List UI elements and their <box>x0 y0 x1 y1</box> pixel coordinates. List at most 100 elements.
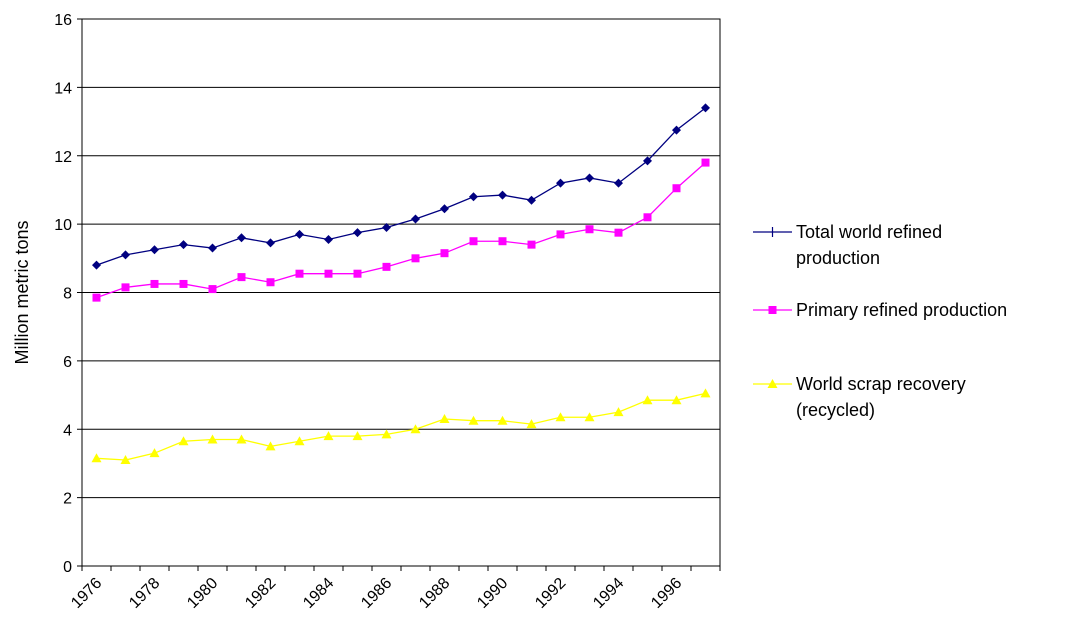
data-point <box>149 448 160 458</box>
gridlines <box>82 86 720 499</box>
data-point <box>150 279 159 288</box>
data-point <box>324 269 333 278</box>
data-point <box>643 156 652 166</box>
data-point <box>150 245 159 255</box>
data-point <box>613 407 624 417</box>
data-point <box>237 233 246 243</box>
data-point <box>121 283 130 292</box>
legend-label: production <box>796 248 880 268</box>
x-tick-label: 1994 <box>590 575 627 612</box>
data-point <box>498 237 507 246</box>
x-tick-label: 1976 <box>68 575 105 612</box>
data-point <box>469 237 478 246</box>
x-tick-label: 1992 <box>532 575 569 612</box>
y-tick-label: 2 <box>63 491 72 508</box>
data-point <box>353 228 362 238</box>
y-tick-label: 10 <box>54 217 72 234</box>
data-point <box>439 413 450 423</box>
data-point <box>440 204 449 214</box>
x-tick-label: 1988 <box>416 575 453 612</box>
data-point <box>237 273 246 282</box>
data-point <box>266 278 275 287</box>
data-point <box>440 249 449 258</box>
legend-marker <box>767 379 778 388</box>
data-point <box>179 279 188 288</box>
data-point <box>671 395 682 405</box>
legend-entry-3: World scrap recovery (recycled) <box>753 374 966 420</box>
x-tick-label: 1978 <box>126 575 163 612</box>
data-point <box>208 243 217 253</box>
data-point <box>236 434 247 444</box>
data-point <box>92 293 101 302</box>
data-point <box>178 436 189 446</box>
data-point <box>352 431 363 441</box>
series-group <box>91 103 711 465</box>
series-line <box>96 107 706 266</box>
data-point <box>121 250 130 260</box>
data-point <box>469 192 478 202</box>
data-point <box>701 158 710 167</box>
data-point <box>294 436 305 446</box>
data-point <box>585 173 594 183</box>
data-point <box>120 455 131 465</box>
data-point <box>701 103 710 113</box>
legend-label: Primary refined production <box>796 300 1007 320</box>
data-point <box>585 225 594 234</box>
y-axis: 0 2 4 6 8 10 12 14 16 <box>54 12 82 576</box>
data-point <box>555 412 566 422</box>
legend-label: World scrap recovery <box>796 374 966 394</box>
data-point <box>527 240 536 249</box>
series-1 <box>92 103 710 270</box>
data-point <box>295 229 304 239</box>
y-tick-label: 6 <box>63 354 72 371</box>
y-tick-label: 4 <box>63 422 72 439</box>
legend-entry-2: Primary refined production <box>753 300 1007 320</box>
legend: Total world refined production Primary ref… <box>753 222 1007 420</box>
x-tick-label: 1982 <box>242 575 279 612</box>
data-point <box>584 412 595 422</box>
x-tick-label: 1996 <box>648 575 685 612</box>
data-point <box>323 431 334 441</box>
data-point <box>179 240 188 250</box>
y-tick-label: 0 <box>63 559 72 576</box>
y-tick-label: 12 <box>54 149 72 166</box>
data-point <box>295 269 304 278</box>
y-tick-label: 8 <box>63 286 72 303</box>
data-point <box>208 285 217 294</box>
legend-marker <box>768 306 777 314</box>
data-point <box>556 230 565 239</box>
data-point <box>382 262 391 271</box>
data-point <box>643 213 652 222</box>
x-tick-label: 1986 <box>358 575 395 612</box>
data-point <box>411 254 420 263</box>
data-point <box>92 260 101 270</box>
data-point <box>642 395 653 405</box>
series-line <box>96 392 706 461</box>
data-point <box>614 178 623 188</box>
data-point <box>672 184 681 193</box>
legend-label: (recycled) <box>796 400 875 420</box>
data-point <box>498 190 507 200</box>
data-point <box>497 415 508 425</box>
data-point <box>556 178 565 188</box>
data-point <box>382 223 391 233</box>
data-point <box>381 429 392 439</box>
data-point <box>411 214 420 224</box>
y-axis-title: Million metric tons <box>12 220 32 364</box>
x-tick-label: 1990 <box>474 575 511 612</box>
series-2 <box>92 158 710 302</box>
legend-label: Total world refined <box>796 222 942 242</box>
data-point <box>527 195 536 205</box>
data-point <box>265 441 276 451</box>
data-point <box>526 419 537 429</box>
data-point <box>614 228 623 237</box>
data-point <box>353 269 362 278</box>
data-point <box>468 415 479 425</box>
data-point <box>91 453 102 463</box>
y-tick-label: 16 <box>54 12 72 29</box>
data-point <box>410 424 421 434</box>
data-point <box>324 235 333 245</box>
data-point <box>266 238 275 248</box>
data-point <box>700 388 711 398</box>
